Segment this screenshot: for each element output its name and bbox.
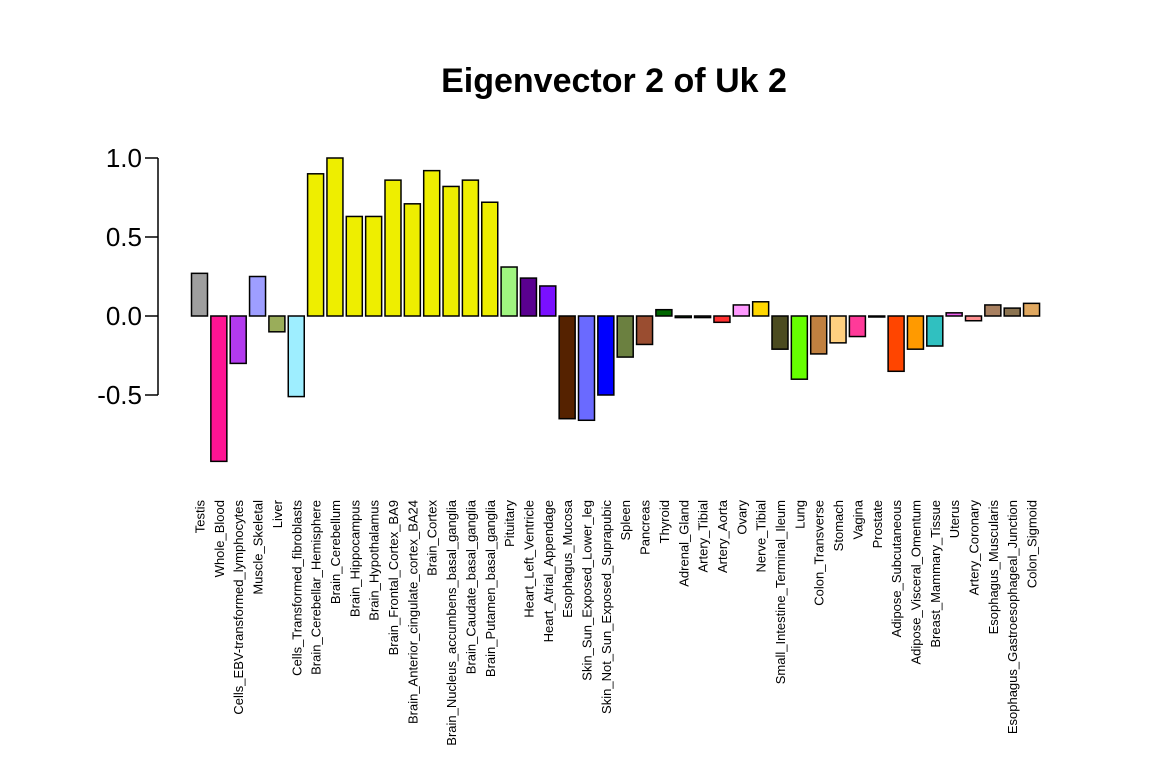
y-tick-label: 0.0 (106, 301, 142, 331)
bar-cells-ebv-transformed-lymphocytes (229, 315, 247, 365)
y-tick-label: -0.5 (97, 380, 142, 410)
bar-esophagus-gastroesophageal-junction (1003, 307, 1021, 317)
x-tick-label: Liver (270, 499, 285, 528)
bar-muscle-skeletal (248, 275, 267, 317)
x-tick-label: Artery_Aorta (715, 499, 730, 573)
x-tick-label: Skin_Sun_Exposed_Lower_leg (580, 500, 595, 681)
x-tick-label: Brain_Cerebellum (328, 500, 343, 604)
bar-pituitary (500, 266, 518, 317)
bar-esophagus-muscularis (984, 304, 1002, 317)
x-tick-label: Esophagus_Mucosa (560, 499, 575, 618)
x-tick-label: Ovary (734, 500, 749, 535)
bar-cells-transformed-fibroblasts (287, 315, 305, 398)
x-tick-label: Pituitary (502, 500, 517, 547)
bar-thyroid (655, 308, 673, 317)
x-tick-label: Brain_Caudate_basal_ganglia (463, 499, 478, 674)
x-tick-label: Pancreas (638, 500, 653, 555)
bar-adipose-visceral-omentum (906, 315, 925, 350)
x-tick-label: Vagina (850, 499, 865, 539)
bar-brain-nucleus-accumbens-basal-ganglia (442, 185, 460, 317)
bar-liver (268, 315, 286, 333)
x-tick-label: Adipose_Visceral_Omentum (908, 500, 923, 665)
x-tick-label: Spleen (618, 500, 633, 540)
x-tick-label: Skin_Not_Sun_Exposed_Suprapubic (599, 500, 614, 714)
x-tick-label: Cells_Transformed_fibroblasts (289, 500, 304, 676)
bar-skin-sun-exposed-lower-leg (577, 315, 596, 422)
bar-stomach (829, 315, 847, 344)
x-tick-label: Nerve_Tibial (754, 500, 769, 573)
x-tick-label: Brain_Cerebellar_Hemisphere (309, 500, 324, 675)
x-tick-label: Colon_Transverse (812, 500, 827, 606)
x-tick-label: Adipose_Subcutaneous (889, 500, 904, 638)
bar-breast-mammary-tissue (926, 315, 944, 347)
bar-heart-atrial-appendage (539, 285, 557, 317)
x-tick-label: Stomach (831, 500, 846, 551)
x-tick-label: Uterus (947, 500, 962, 539)
x-tick-label: Thyroid (657, 500, 672, 543)
bar-nerve-tibial (751, 301, 770, 317)
x-tick-label: Breast_Mammary_Tissue (928, 500, 943, 648)
bar-spleen (616, 315, 634, 358)
x-tick-label: Artery_Coronary (967, 500, 982, 596)
bar-whole-blood (210, 315, 228, 463)
x-tick-label: Lung (792, 500, 807, 529)
x-tick-label: Brain_Nucleus_accumbens_basal_ganglia (444, 499, 459, 745)
bar-artery-tibial (693, 315, 712, 319)
x-tick-label: Whole_Blood (212, 500, 227, 577)
x-tick-label: Heart_Left_Ventricle (521, 500, 536, 618)
x-tick-label: Prostate (870, 500, 885, 548)
x-tick-label: Esophagus_Gastroesophageal_Junction (1005, 500, 1020, 734)
x-tick-label: Brain_Hypothalamus (367, 500, 382, 621)
bar-artery-coronary (964, 315, 983, 322)
x-tick-label: Brain_Frontal_Cortex_BA9 (386, 500, 401, 655)
x-tick-label: Brain_Hippocampus (347, 500, 362, 618)
y-tick-label: 0.5 (106, 222, 142, 252)
x-tick-label: Brain_Cortex (425, 500, 440, 576)
x-tick-label: Esophagus_Muscularis (986, 500, 1001, 635)
bar-testis (190, 272, 209, 317)
x-tick-label: Brain_Anterior_cingulate_cortex_BA24 (405, 500, 420, 724)
bar-colon-transverse (809, 315, 828, 355)
x-tick-label: Artery_Tibial (696, 500, 711, 573)
bar-lung (790, 315, 809, 380)
bar-prostate (868, 315, 886, 318)
x-tick-label: Testis (193, 500, 208, 534)
x-tick-label: Adrenal_Gland (676, 500, 691, 587)
bar-adipose-subcutaneous (887, 315, 905, 373)
y-axis: -0.5 0.0 0.5 1.0 (97, 143, 159, 410)
bar-uterus (945, 312, 963, 317)
x-tick-label: Small_Intestine_Terminal_Ileum (773, 500, 788, 684)
bar-brain-anterior-cingulate-cortex-ba24 (403, 203, 422, 317)
bar-pancreas (635, 315, 654, 346)
bar-small-intestine-terminal-ileum (771, 315, 789, 350)
bar-heart-left-ventricle (519, 277, 538, 317)
chart-title: Eigenvector 2 of Uk 2 (441, 62, 787, 100)
bar-ovary (732, 304, 751, 317)
x-tick-label: Colon_Sigmoid (1025, 500, 1040, 588)
bar-brain-hypothalamus (364, 215, 383, 317)
bar-brain-hippocampus (345, 215, 364, 317)
bar-brain-cerebellum (326, 157, 344, 317)
y-tick-label: 1.0 (106, 143, 142, 173)
bar-vagina (848, 315, 867, 338)
bar-adrenal-gland (674, 315, 692, 319)
x-axis-labels: Testis Whole_Blood Cells_EBV-transformed_l… (193, 499, 1040, 745)
bar-brain-cortex (422, 169, 441, 317)
bar-artery-aorta (713, 315, 731, 324)
bar-colon-sigmoid (1022, 302, 1041, 317)
bar-brain-cerebellar-hemisphere (306, 173, 325, 317)
bar-brain-frontal-cortex-ba9 (384, 179, 402, 317)
bars (190, 157, 1041, 463)
x-tick-label: Muscle_Skeletal (251, 500, 266, 595)
x-tick-label: Cells_EBV-transformed_lymphocytes (231, 500, 246, 715)
x-tick-label: Brain_Putamen_basal_ganglia (483, 499, 498, 677)
bar-esophagus-mucosa (558, 315, 576, 420)
bar-brain-caudate-basal-ganglia (461, 179, 480, 317)
x-tick-label: Heart_Atrial_Appendage (541, 500, 556, 642)
bar-brain-putamen-basal-ganglia (481, 201, 499, 317)
bar-skin-not-sun-exposed-suprapubic (597, 315, 615, 396)
